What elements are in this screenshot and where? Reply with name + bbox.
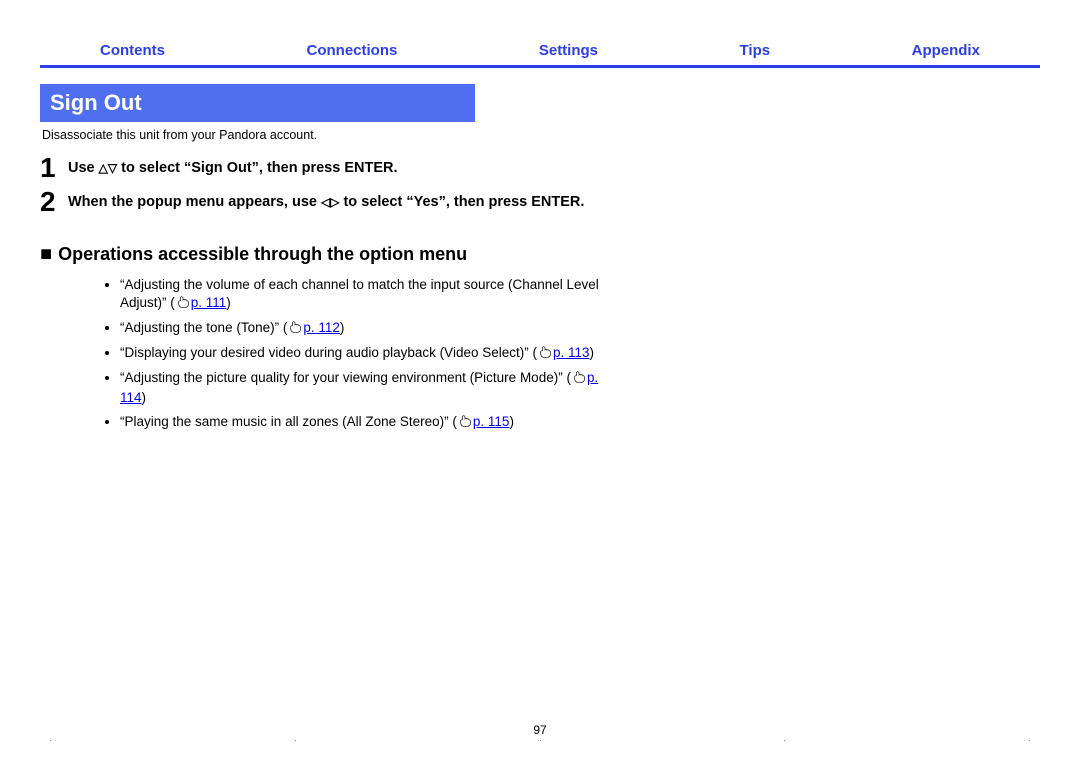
triangle-up-icon [99,160,108,176]
page-number: 97 [0,723,1080,737]
op-text: “Adjusting the picture quality for your … [120,370,571,385]
list-item: “Adjusting the tone (Tone)” ( p. 112) [120,319,600,344]
nav-connections[interactable]: Connections [307,42,398,59]
step-text-post: to select “Sign Out”, then press ENTER. [117,160,397,176]
list-item: “Displaying your desired video during au… [120,344,600,369]
step-text: Use to select “Sign Out”, then press ENT… [68,154,398,179]
step-text: When the popup menu appears, use to sele… [68,188,584,213]
op-close: ) [509,414,514,429]
section-heading: Sign Out [40,84,475,122]
subheading-row: ■ Operations accessible through the opti… [40,222,600,266]
hand-pointer-icon [537,345,553,363]
page-ref-link[interactable]: p. 112 [303,320,340,335]
nav-tips[interactable]: Tips [740,42,771,59]
page-ref-link[interactable]: p. 111 [191,295,227,310]
section-description: Disassociate this unit from your Pandora… [40,122,600,148]
nav-settings[interactable]: Settings [539,42,598,59]
page-ref-link[interactable]: p. 115 [473,414,510,429]
step-text-pre: When the popup menu appears, use [68,194,321,210]
subheading: Operations accessible through the option… [58,244,467,266]
step-1: 1 Use to select “Sign Out”, then press E… [40,154,600,182]
step-number: 2 [40,188,68,216]
main-column: Sign Out Disassociate this unit from you… [40,68,600,438]
triangle-down-icon [108,160,117,176]
dot [1029,740,1030,741]
op-close: ) [142,390,147,405]
square-bullet-icon: ■ [40,244,58,264]
step-number: 1 [40,154,68,182]
dot [784,740,785,741]
step-text-post: to select “Yes”, then press ENTER. [339,194,584,210]
dot [295,740,296,741]
list-item: “Playing the same music in all zones (Al… [120,413,600,438]
footer-dots [40,740,1040,741]
top-nav: Contents Connections Settings Tips Appen… [40,40,1040,68]
op-text: “Adjusting the tone (Tone)” ( [120,320,287,335]
op-close: ) [590,345,595,360]
op-text: “Displaying your desired video during au… [120,345,537,360]
list-item: “Adjusting the volume of each channel to… [120,276,600,319]
triangle-left-icon [321,194,330,210]
op-text: “Playing the same music in all zones (Al… [120,414,457,429]
dot [50,740,51,741]
op-close: ) [226,295,231,310]
nav-appendix[interactable]: Appendix [912,42,980,59]
hand-pointer-icon [175,295,191,313]
page-ref-link[interactable]: p. 113 [553,345,590,360]
dot [540,740,541,741]
steps-list: 1 Use to select “Sign Out”, then press E… [40,148,600,216]
step-2: 2 When the popup menu appears, use to se… [40,188,600,216]
hand-pointer-icon [571,370,587,388]
op-close: ) [340,320,345,335]
operations-list: “Adjusting the volume of each channel to… [40,266,600,439]
list-item: “Adjusting the picture quality for your … [120,369,600,412]
hand-pointer-icon [457,414,473,432]
nav-contents[interactable]: Contents [100,42,165,59]
step-text-pre: Use [68,160,99,176]
hand-pointer-icon [287,320,303,338]
